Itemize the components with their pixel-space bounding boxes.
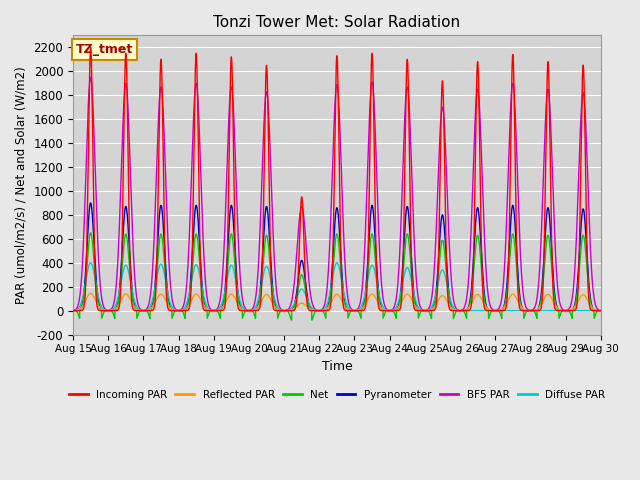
- Legend: Incoming PAR, Reflected PAR, Net, Pyranometer, BF5 PAR, Diffuse PAR: Incoming PAR, Reflected PAR, Net, Pyrano…: [65, 386, 609, 404]
- Title: Tonzi Tower Met: Solar Radiation: Tonzi Tower Met: Solar Radiation: [213, 15, 460, 30]
- Y-axis label: PAR (umol/m2/s) / Net and Solar (W/m2): PAR (umol/m2/s) / Net and Solar (W/m2): [15, 66, 28, 304]
- Text: TZ_tmet: TZ_tmet: [76, 43, 133, 56]
- X-axis label: Time: Time: [321, 360, 352, 373]
